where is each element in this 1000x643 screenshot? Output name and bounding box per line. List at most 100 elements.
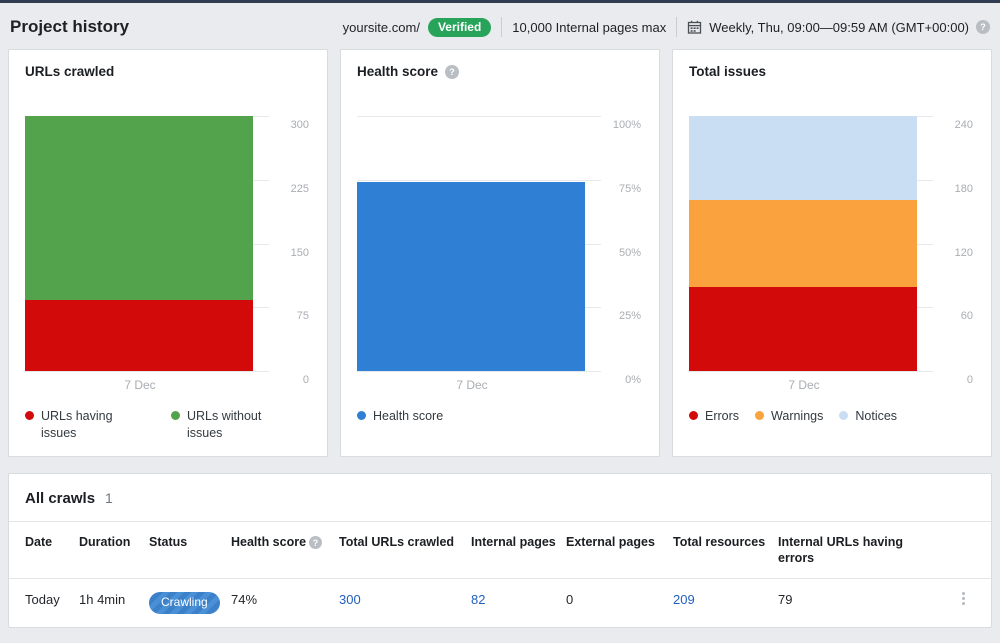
x-axis-label: 7 Dec [788,378,820,392]
divider [501,17,503,37]
schedule-help-icon[interactable]: ? [976,20,990,34]
y-axis: 300 225 150 75 0 [269,116,311,386]
table-row-count: 1 [105,490,113,506]
legend-label: Notices [855,409,898,423]
gridline [357,371,601,372]
health-score-column-help-icon[interactable]: ? [309,536,323,550]
total-urls-link[interactable]: 300 [339,592,361,607]
total-issues-chart: 240 180 120 60 0 [689,116,975,386]
legend-dot-icon [357,411,366,420]
table-title: All crawls [25,490,96,507]
y-axis-tick-label: 0% [625,374,641,386]
legend-dot-icon [839,411,849,420]
y-axis-tick-label: 150 [290,246,309,259]
total-resources-link[interactable]: 209 [673,592,695,607]
legend-item[interactable]: URLs having issues [25,408,133,442]
charts-row: URLs crawled 300 225 150 75 0 7 Dec URLs hav… [0,49,1000,457]
cell-status: Crawling [149,579,231,627]
bar-segment-errors[interactable] [689,287,917,371]
col-header-date: Date [25,535,53,549]
schedule-label: Weekly, Thu, 09:00—09:59 AM (GMT+00:00) [709,19,969,35]
bar-segment-warnings[interactable] [689,199,917,288]
y-axis-tick-label: 180 [954,182,973,195]
internal-pages-link[interactable]: 82 [471,592,486,607]
chart-title: Total issues [689,64,767,79]
x-axis-label: 7 Dec [456,378,488,392]
y-axis-tick-label: 240 [954,119,973,131]
urls-crawled-chart: 300 225 150 75 0 [25,116,311,386]
cell-duration: 1h 4min [79,592,126,607]
page-title: Project history [10,17,130,36]
legend-item[interactable]: Health score [357,408,443,425]
y-axis-tick-label: 0 [966,374,973,386]
pages-limit-label: 10,000 Internal pages max [512,19,667,35]
y-axis-tick-label: 0 [302,374,309,386]
bar-segment-notices[interactable] [689,116,917,200]
legend-label: URLs without issues [187,409,262,440]
bar-segment-urls-having-issues[interactable] [25,299,253,371]
plot-area [25,116,269,372]
y-axis-tick-label: 50% [618,246,641,259]
verified-badge[interactable]: Verified [427,17,492,37]
crawl-schedule[interactable]: Weekly, Thu, 09:00—09:59 AM (GMT+00:00) … [687,20,990,35]
chart-legend: Errors Warnings Notices [689,408,975,444]
y-axis-tick-label: 60 [960,310,973,323]
legend-dot-icon [689,411,698,420]
chart-card-health-score: Health score ? 100% 75% 50% 25% 0% 7 Dec Hea… [340,49,660,457]
calendar-icon [688,20,702,34]
col-header-duration: Duration [79,535,131,549]
y-axis: 240 180 120 60 0 [933,116,975,386]
y-axis-tick-label: 120 [954,246,973,259]
legend-label: Warnings [771,409,824,423]
all-crawls-card: All crawls 1 Date Duration Status Health… [8,473,992,628]
legend-item[interactable]: Notices [839,408,897,425]
legend-label: Health score [373,409,444,423]
row-actions-menu-button[interactable] [956,588,980,609]
cell-date: Today [25,592,60,607]
col-header-internal-urls-errors: Internal URLs having errors [778,535,904,565]
y-axis: 100% 75% 50% 25% 0% [601,116,643,386]
y-axis-tick-label: 25% [618,310,641,323]
chart-legend: Health score [357,408,643,444]
cell-internal-urls-errors: 79 [778,592,793,607]
x-axis-label: 7 Dec [124,378,156,392]
col-header-internal-pages: Internal pages [471,535,556,549]
health-score-chart: 100% 75% 50% 25% 0% [357,116,643,386]
y-axis-tick-label: 75% [618,182,641,195]
plot-area [689,116,933,372]
gridline [25,371,269,372]
col-header-total-resources: Total resources [673,535,766,549]
legend-dot-icon [171,411,180,420]
bar-segment-health-score[interactable] [357,182,585,371]
health-score-help-icon[interactable]: ? [445,64,460,79]
project-domain[interactable]: yoursite.com/ [342,19,420,35]
legend-item[interactable]: URLs without issues [171,408,279,442]
y-axis-tick-label: 225 [290,182,309,195]
legend-label: Errors [705,409,740,423]
chart-title: URLs crawled [25,64,115,79]
bar-segment-urls-without-issues[interactable] [25,116,253,300]
chart-title: Health score [357,64,439,79]
gridline [357,116,601,117]
y-axis-tick-label: 100% [612,119,641,131]
col-header-status: Status [149,535,188,549]
legend-label: URLs having issues [41,409,113,440]
cell-health-score: 74% [231,592,258,607]
chart-card-total-issues: Total issues 240 180 120 60 0 7 Dec Errors Wa… [672,49,992,457]
chart-legend: URLs having issues URLs without issues [25,408,311,444]
col-header-external-pages: External pages [566,535,655,549]
gridline [689,371,933,372]
gridline [357,179,601,181]
table-header-row: Date Duration Status Health score? Total… [9,521,991,579]
cell-external-pages: 0 [566,592,574,607]
table-row: Today 1h 4min Crawling 74% 300 82 0 209 … [9,579,991,627]
y-axis-tick-label: 75 [296,310,309,323]
plot-area [357,116,601,372]
legend-item[interactable]: Warnings [755,408,823,425]
col-header-health-score: Health score? [231,522,339,562]
legend-item[interactable]: Errors [689,408,739,425]
legend-dot-icon [755,411,765,420]
page-header: Project history yoursite.com/ Verified 1… [0,3,1000,49]
y-axis-tick-label: 300 [290,119,309,131]
legend-dot-icon [25,411,34,420]
